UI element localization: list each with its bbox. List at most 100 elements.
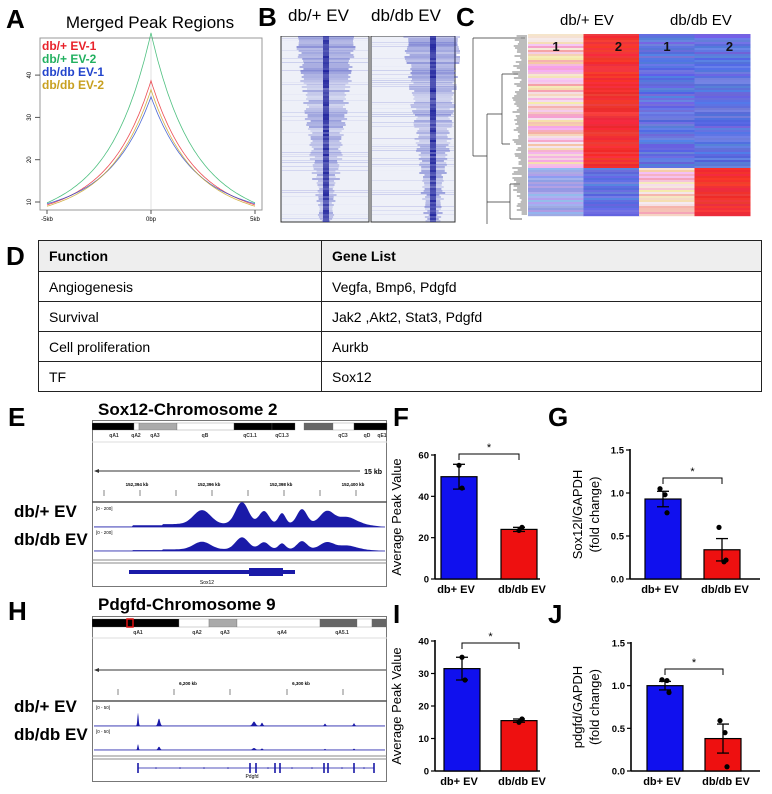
heatmap-c-cell bbox=[639, 34, 695, 37]
heatmap-c-cell bbox=[528, 166, 584, 169]
heatmap-b-center bbox=[430, 134, 436, 136]
heatmap-c-cell bbox=[583, 204, 640, 207]
heatmap-c-cell bbox=[694, 144, 751, 147]
significance-star: * bbox=[488, 632, 493, 643]
heatmap-c-cell bbox=[528, 142, 584, 145]
heatmap-b-center bbox=[430, 54, 436, 56]
heatmap-b-noise bbox=[372, 78, 454, 79]
heatmap-c-cell bbox=[694, 176, 751, 179]
heatmap-c-cell bbox=[583, 114, 640, 117]
heatmap-b-center bbox=[323, 48, 329, 50]
heatmap-b-center bbox=[323, 66, 329, 68]
heatmap-b-center bbox=[430, 164, 436, 166]
chromosome-band bbox=[92, 422, 135, 431]
heatmap-b-noise bbox=[372, 190, 454, 191]
bar bbox=[440, 476, 478, 580]
heatmap-c-cell bbox=[639, 160, 695, 163]
heatmap-c-cell bbox=[639, 130, 695, 133]
table-header-function: Function bbox=[38, 240, 322, 272]
heatmap-b-center bbox=[323, 198, 329, 200]
heatmap-c-cell bbox=[639, 162, 695, 165]
bar-chart-y-tick-label: 60 bbox=[418, 451, 429, 462]
heatmap-b-center bbox=[323, 146, 329, 148]
heatmap-c-cell bbox=[639, 78, 695, 81]
heatmap-b-center bbox=[430, 76, 436, 78]
heatmap-b-noise bbox=[282, 100, 368, 101]
heatmap-c-cell bbox=[639, 94, 695, 97]
heatmap-c-cell bbox=[583, 182, 640, 185]
heatmap-c-cell bbox=[639, 38, 695, 41]
heatmap-b-center bbox=[430, 132, 436, 134]
heatmap-c-cell bbox=[694, 52, 751, 55]
heatmap-c-cell bbox=[583, 158, 640, 161]
heatmap-b-center bbox=[323, 138, 329, 140]
heatmap-b-center bbox=[430, 56, 436, 58]
igv-ruler-label: 152,394 kb bbox=[126, 482, 149, 487]
heatmap-c-cell bbox=[639, 104, 695, 107]
heatmap-c-cell bbox=[528, 58, 584, 61]
igv-h-locus-marker bbox=[126, 618, 134, 628]
heatmap-c-cell bbox=[583, 70, 640, 73]
heatmap-b-center bbox=[323, 216, 329, 218]
chart-a-title: Merged Peak Regions bbox=[66, 13, 234, 32]
gene-exon bbox=[279, 763, 281, 773]
bar-chart-y-tick-label: 0.5 bbox=[612, 724, 626, 735]
heatmap-c-cell bbox=[528, 38, 584, 41]
heatmap-b-center bbox=[323, 182, 329, 184]
heatmap-c-cell bbox=[694, 74, 751, 77]
heatmap-c-cell bbox=[528, 62, 584, 65]
heatmap-c-cell bbox=[639, 120, 695, 123]
heatmap-b-center bbox=[430, 68, 436, 70]
heatmap-b-center bbox=[430, 112, 436, 114]
heatmap-b-noise bbox=[282, 156, 368, 157]
heatmap-b-center bbox=[323, 208, 329, 210]
chart-a-x-tick-label: 0bp bbox=[146, 217, 157, 223]
heatmap-c-cell bbox=[694, 126, 751, 129]
heatmap-b-noise bbox=[282, 154, 368, 155]
heatmap-c-cell bbox=[528, 74, 584, 77]
heatmap-c-cell bbox=[694, 140, 751, 143]
heatmap-b-center bbox=[430, 208, 436, 210]
heatmap-b-center bbox=[323, 42, 329, 44]
heatmap-b-center bbox=[323, 154, 329, 156]
heatmap-b-noise bbox=[372, 86, 454, 87]
heatmap-c-cell bbox=[528, 156, 584, 159]
heatmap-c-cell bbox=[583, 104, 640, 107]
heatmap-c-cell bbox=[528, 214, 584, 217]
chromosome-band bbox=[271, 422, 296, 431]
heatmap-c-cell bbox=[694, 214, 751, 217]
chromosome-band-label: qC1.3 bbox=[275, 433, 289, 439]
panel-i-bar-chart: Average Peak Value 0 10 20 30 40 db+ EV db/db E… bbox=[389, 632, 546, 788]
heatmap-b-center bbox=[323, 204, 329, 206]
bar-chart-x-tick-label: db/db EV bbox=[702, 776, 750, 788]
heatmap-c-cell bbox=[583, 144, 640, 147]
heatmap-b-center bbox=[430, 106, 436, 108]
heatmap-c-cell bbox=[528, 202, 584, 205]
bar-chart-y-tick-label: 40 bbox=[418, 637, 429, 648]
panel-g-bar-chart: Sox12l/GAPDH (fold change) 0.0 0.5 1.0 1.5 db+… bbox=[570, 446, 760, 596]
heatmap-c-cell bbox=[639, 184, 695, 187]
heatmap-c-cell bbox=[639, 92, 695, 95]
bar-chart-y-tick-label: 0.0 bbox=[611, 575, 624, 586]
heatmap-c-cell bbox=[583, 78, 640, 81]
heatmap-c-cell bbox=[639, 200, 695, 203]
heatmap-b-center bbox=[430, 128, 436, 130]
heatmap-b-center bbox=[430, 158, 436, 160]
heatmap-c-cell bbox=[694, 202, 751, 205]
heatmap-c-cell bbox=[583, 142, 640, 145]
heatmap-c-cell bbox=[694, 128, 751, 131]
heatmap-c-cell bbox=[583, 178, 640, 181]
heatmap-b-center bbox=[430, 116, 436, 118]
heatmap-c-cell bbox=[694, 174, 751, 177]
heatmap-b-noise bbox=[282, 192, 368, 193]
heatmap-b-center bbox=[323, 82, 329, 84]
heatmap-c-cell bbox=[528, 146, 584, 149]
heatmap-b-center bbox=[430, 202, 436, 204]
heatmap-c-cell bbox=[528, 44, 584, 47]
igv-ruler-label: 6,200 kb bbox=[179, 681, 197, 686]
heatmap-b-center bbox=[430, 182, 436, 184]
chart-a-legend-entry: db/db EV-2 bbox=[42, 78, 104, 92]
heatmap-b-center bbox=[430, 114, 436, 116]
heatmap-b-center bbox=[323, 50, 329, 52]
heatmap-b-noise bbox=[372, 138, 454, 139]
